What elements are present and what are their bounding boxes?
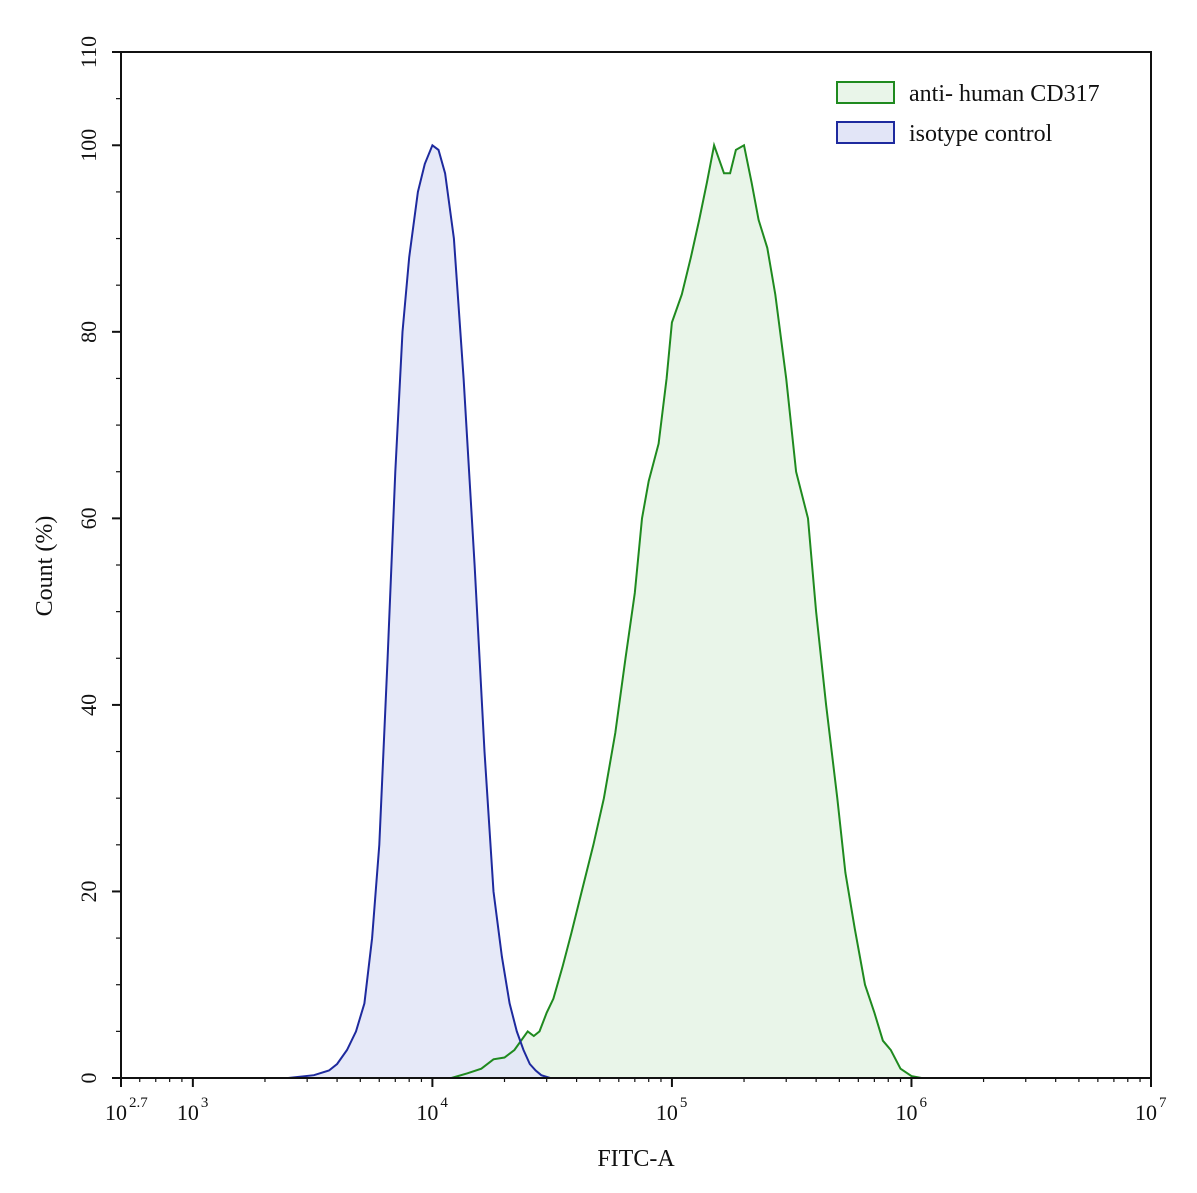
x-tick-label: 10 3 [177,1095,209,1125]
x-axis-title: FITC-A [597,1146,675,1172]
y-tick-label: 40 [76,694,101,716]
x-tick-label: 10 2.7 [105,1095,148,1125]
legend-label: isotype control [909,121,1053,147]
series-fills [288,145,921,1078]
legend-label: anti- human CD317 [909,81,1100,107]
y-axis-title: Count (%) [32,516,58,617]
y-tick-label: 80 [76,321,101,343]
y-tick-label: 20 [76,880,101,902]
legend: anti- human CD317 isotype control [837,81,1100,147]
x-tick-label: 10 7 [1135,1095,1167,1125]
legend-swatch [837,82,894,103]
x-tick-label: 10 6 [895,1095,927,1125]
y-tick-label: 60 [76,507,101,529]
series-area-0 [451,145,921,1078]
x-axis-ticks: 10 2.7 10 3 10 4 10 5 10 6 10 7 [105,1078,1167,1125]
y-tick-label: 110 [76,36,101,68]
legend-swatch [837,122,894,143]
x-tick-label: 10 4 [416,1095,448,1125]
y-tick-label: 100 [76,129,101,162]
x-tick-label: 10 5 [656,1095,688,1125]
y-tick-label: 0 [76,1073,101,1084]
series-area-1 [288,145,550,1078]
y-axis-ticks: 0 20 40 60 80 100 110 [76,36,121,1084]
